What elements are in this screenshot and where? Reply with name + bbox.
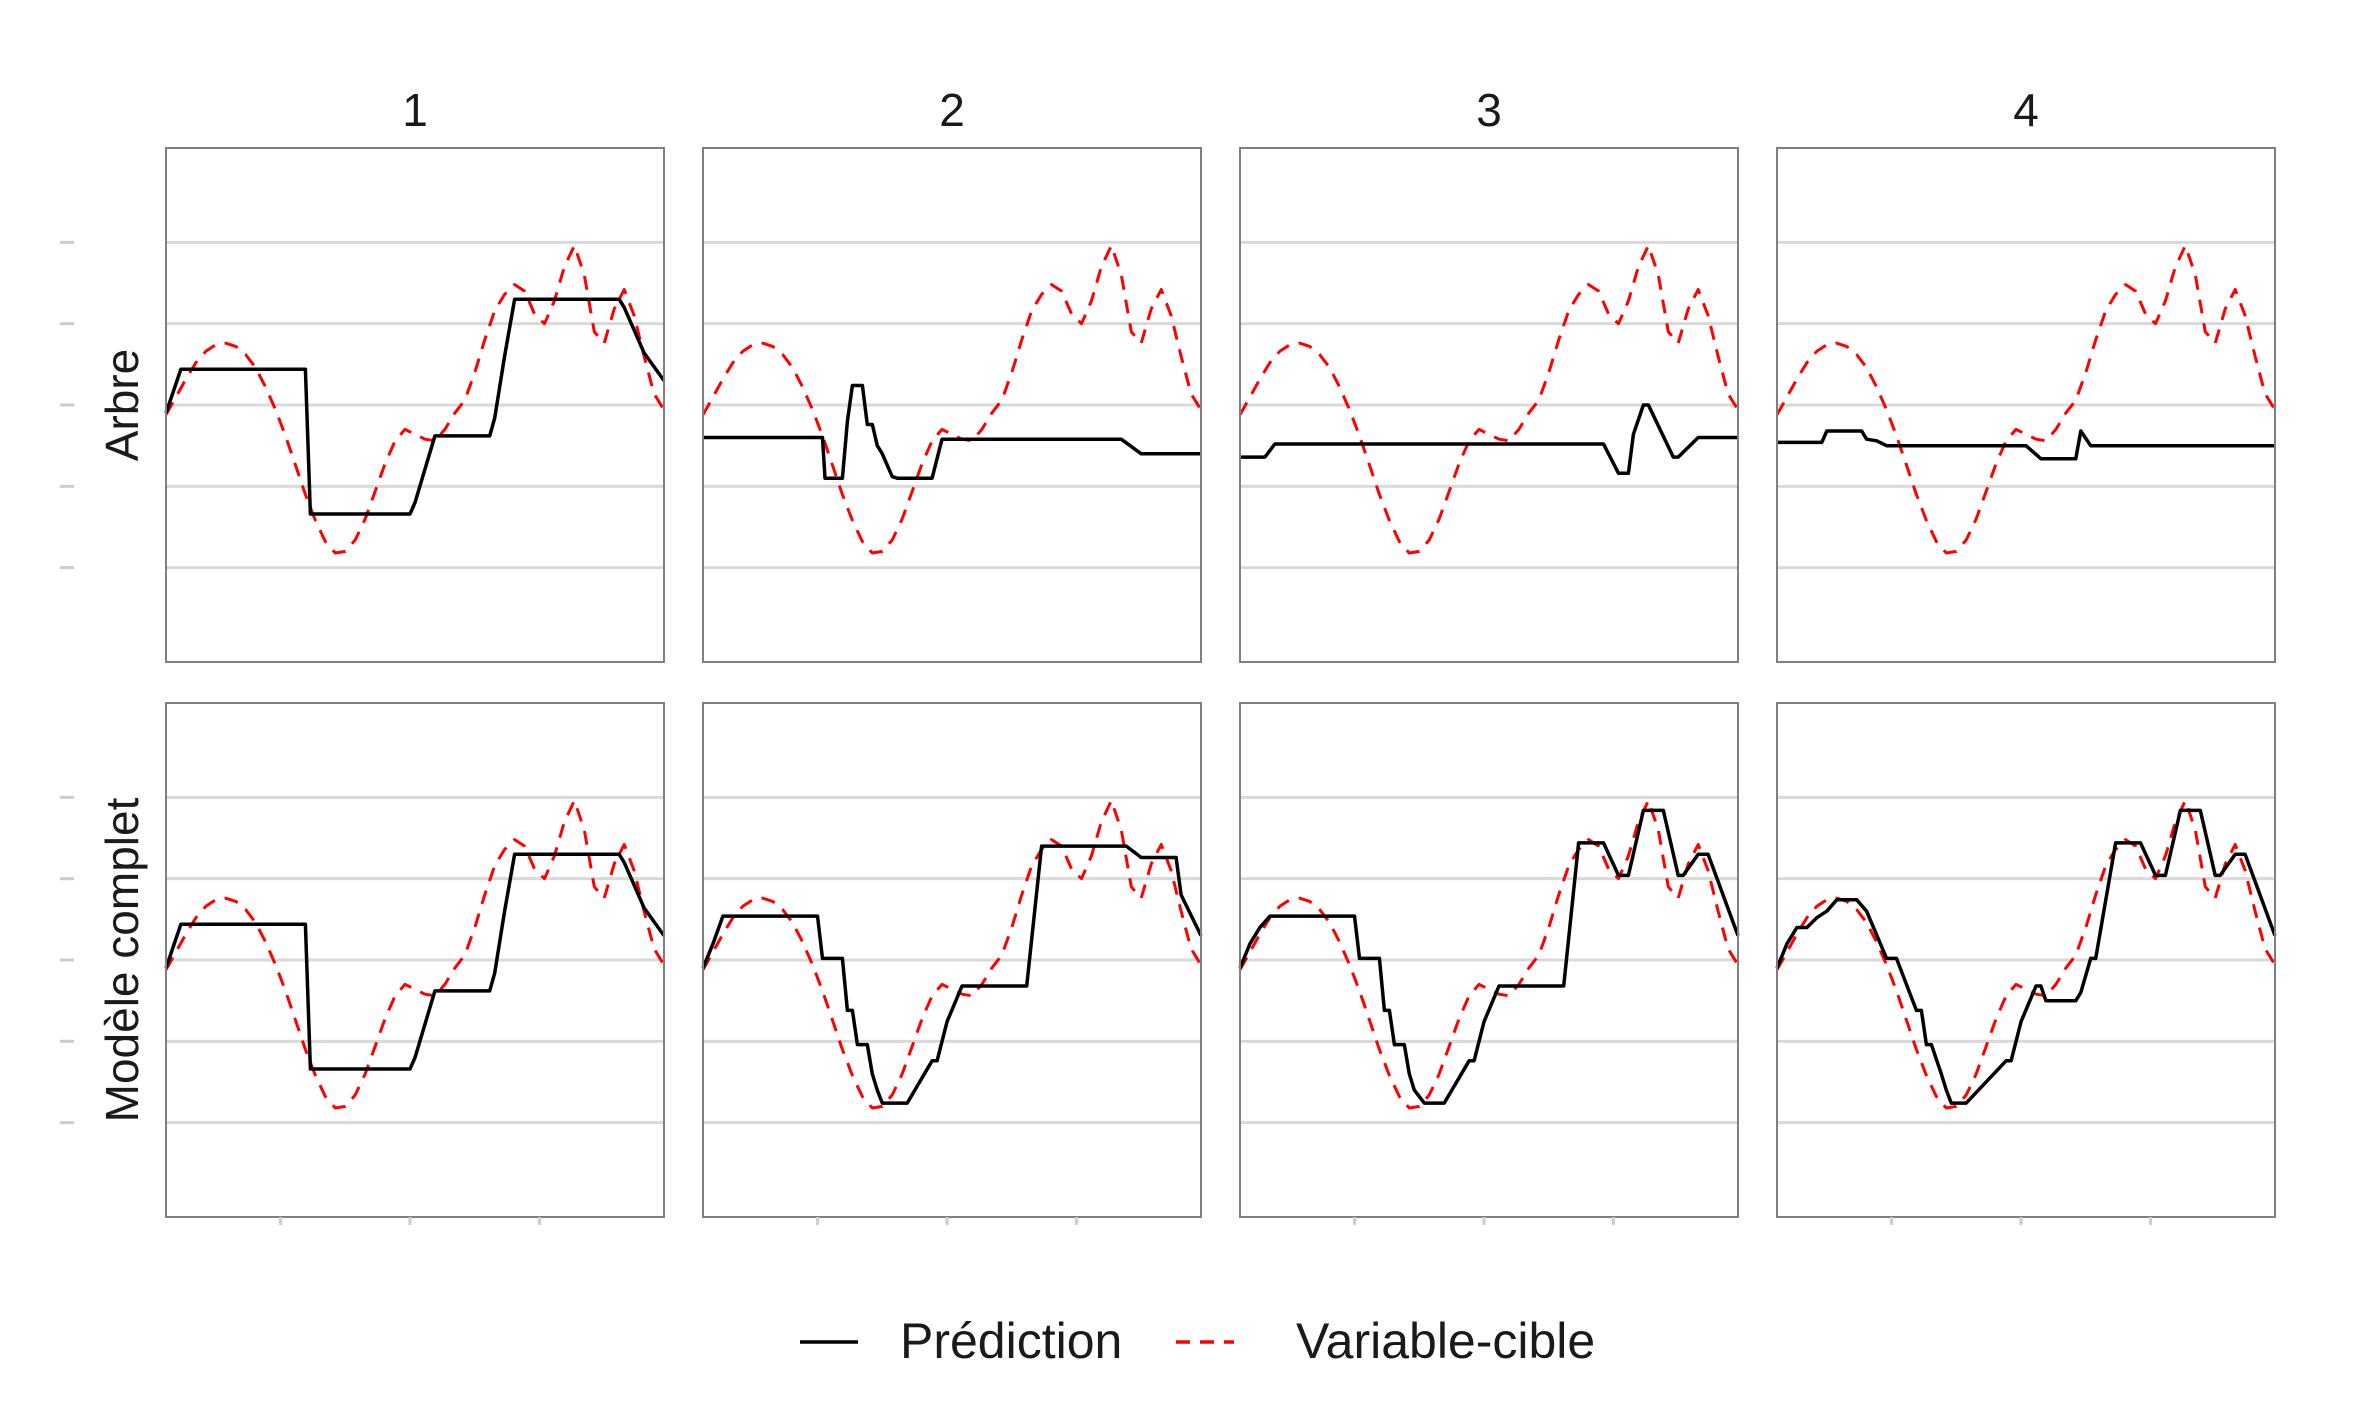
target-series-line <box>1775 799 2277 1110</box>
panel-arbre-3-border <box>1239 147 1739 663</box>
prediction-series-line <box>1240 403 1738 476</box>
target-series-line <box>701 799 1203 1110</box>
prediction-series-line <box>703 383 1201 480</box>
panel-arbre-4-border <box>1776 147 2276 663</box>
panel-modele-complet-4-border <box>1776 702 2276 1218</box>
target-series-line <box>1238 799 1740 1110</box>
facet-column-title-2: 2 <box>939 84 965 136</box>
legend-label-target: Variable-cible <box>1296 1313 1595 1369</box>
panel-modele-complet-3-border <box>1239 702 1739 1218</box>
facet-row-title-arbre: Arbre <box>96 349 148 461</box>
prediction-series-line <box>701 844 1203 1105</box>
prediction-series-line <box>164 297 666 516</box>
target-series-line <box>1775 244 2277 555</box>
legend-label-prediction: Prédiction <box>900 1313 1122 1369</box>
prediction-series-line <box>1238 808 1740 1105</box>
facet-row-title-modele-complet: Modèle complet <box>96 797 148 1122</box>
panel-modele-complet-1-border <box>165 702 665 1218</box>
facet-column-title-4: 4 <box>2013 84 2039 136</box>
target-series-line <box>164 799 666 1110</box>
prediction-series-line <box>1775 808 2277 1105</box>
panel-modele-complet-2-border <box>702 702 1202 1218</box>
target-series-line <box>1238 244 1740 555</box>
prediction-series-line <box>1777 429 2275 461</box>
target-series-line <box>164 244 666 555</box>
target-series-line <box>701 244 1203 555</box>
facet-column-title-1: 1 <box>402 84 428 136</box>
panel-arbre-1-border <box>165 147 665 663</box>
panel-arbre-2-border <box>702 147 1202 663</box>
facet-column-title-3: 3 <box>1476 84 1502 136</box>
prediction-series-line <box>164 852 666 1071</box>
